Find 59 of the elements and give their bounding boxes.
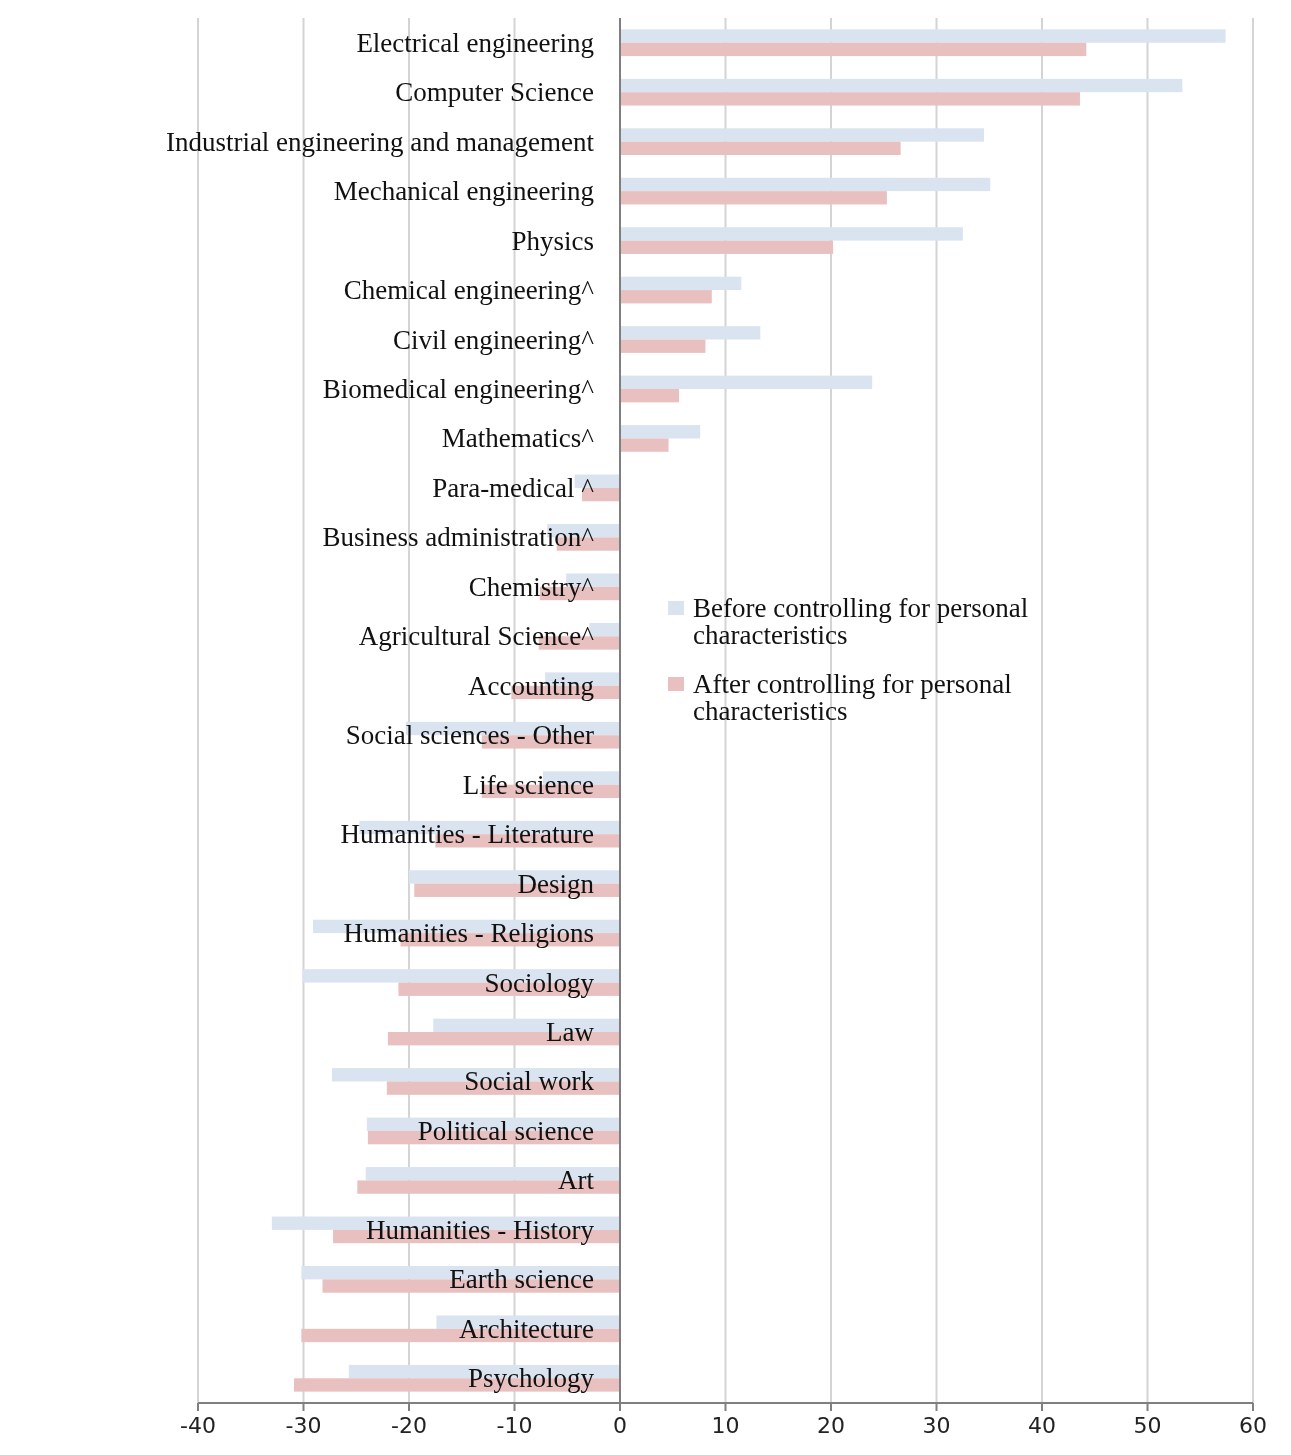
x-tick-label: -20: [391, 1413, 427, 1438]
bar: [620, 388, 680, 403]
y-tick-label: Political science: [417, 1115, 595, 1146]
y-tick-label: Humanities - History: [366, 1214, 595, 1245]
y-tick-label: Biomedical engineering^: [322, 373, 595, 404]
x-tick-label: 60: [1239, 1413, 1267, 1438]
bar: [620, 339, 706, 353]
x-tick-label: 30: [922, 1413, 951, 1438]
x-tick-label: 40: [1028, 1413, 1056, 1438]
y-tick-label: Civil engineering^: [393, 324, 595, 355]
y-tick-label: Mechanical engineering: [333, 176, 594, 207]
x-tick-label: -30: [285, 1413, 322, 1438]
x-tick-label: 20: [817, 1413, 845, 1438]
y-tick-label: Sociology: [484, 967, 595, 998]
y-tick-label: Agricultural Science^: [358, 621, 595, 652]
y-tick-label: Humanities - Religions: [343, 918, 594, 949]
legend-label: After controlling for personal characteristics: [693, 669, 1012, 726]
y-tick-label: Computer Science: [395, 77, 594, 108]
bar: [620, 191, 887, 205]
y-tick-label: Electrical engineering: [356, 27, 594, 58]
y-tick-label: Art: [558, 1165, 595, 1196]
y-tick-label: Social sciences - Other: [345, 720, 595, 751]
y-tick-label: Earth science: [449, 1264, 595, 1295]
y-tick-label: Law: [546, 1017, 595, 1048]
bar: [620, 177, 991, 192]
bar: [620, 78, 1183, 93]
bar: [620, 128, 984, 142]
x-tick-label: 0: [613, 1413, 627, 1438]
bar: [620, 438, 669, 452]
y-tick-label: Chemical engineering^: [343, 275, 595, 306]
y-tick-label: Chemistry^: [468, 571, 595, 602]
bar: [620, 29, 1226, 43]
legend-label: Before controlling for personal characteristics: [693, 593, 1029, 650]
y-tick-label: Social work: [464, 1066, 595, 1097]
y-tick-label: Para-medical ^: [432, 472, 595, 503]
bar: [620, 240, 834, 254]
y-tick-label: Psychology: [467, 1363, 595, 1394]
bar: [620, 276, 742, 291]
bar: [620, 425, 701, 439]
y-tick-label: Business administration^: [322, 522, 595, 553]
bar: [620, 227, 963, 241]
y-tick-label: Design: [517, 868, 595, 899]
y-tick-label: Mathematics^: [441, 423, 595, 454]
y-tick-label: Physics: [511, 225, 594, 256]
y-tick-label: Industrial engineering and management: [165, 126, 595, 157]
bar: [620, 375, 873, 389]
x-tick-label: -10: [496, 1413, 533, 1438]
bar: [620, 290, 712, 304]
bar: [620, 141, 901, 156]
y-tick-label: Humanities - Literature: [340, 819, 595, 850]
x-tick-label: -40: [180, 1413, 216, 1438]
bar: [620, 42, 1087, 57]
bar: [620, 326, 761, 340]
bar: [620, 92, 1080, 106]
y-tick-label: Accounting: [468, 670, 594, 701]
y-tick-label: Life science: [462, 769, 595, 800]
y-tick-label: Architecture: [459, 1313, 595, 1344]
x-tick-label: 10: [711, 1413, 740, 1438]
x-tick-label: 50: [1133, 1413, 1162, 1438]
